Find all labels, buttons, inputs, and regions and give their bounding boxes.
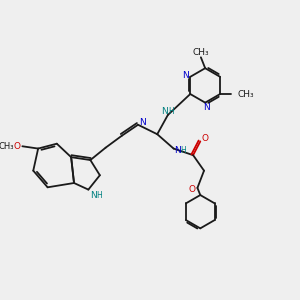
- Text: N: N: [203, 103, 210, 112]
- Text: H: H: [96, 191, 102, 200]
- Text: H: H: [168, 107, 174, 116]
- Text: H: H: [180, 146, 186, 155]
- Text: O: O: [201, 134, 208, 143]
- Text: N: N: [182, 71, 188, 80]
- Text: N: N: [174, 146, 180, 155]
- Text: O: O: [14, 142, 21, 151]
- Text: CH₃: CH₃: [0, 142, 14, 151]
- Text: CH₃: CH₃: [193, 48, 209, 57]
- Text: CH₃: CH₃: [238, 89, 254, 98]
- Text: N: N: [161, 107, 168, 116]
- Text: N: N: [139, 118, 146, 127]
- Text: O: O: [189, 185, 196, 194]
- Text: N: N: [90, 191, 97, 200]
